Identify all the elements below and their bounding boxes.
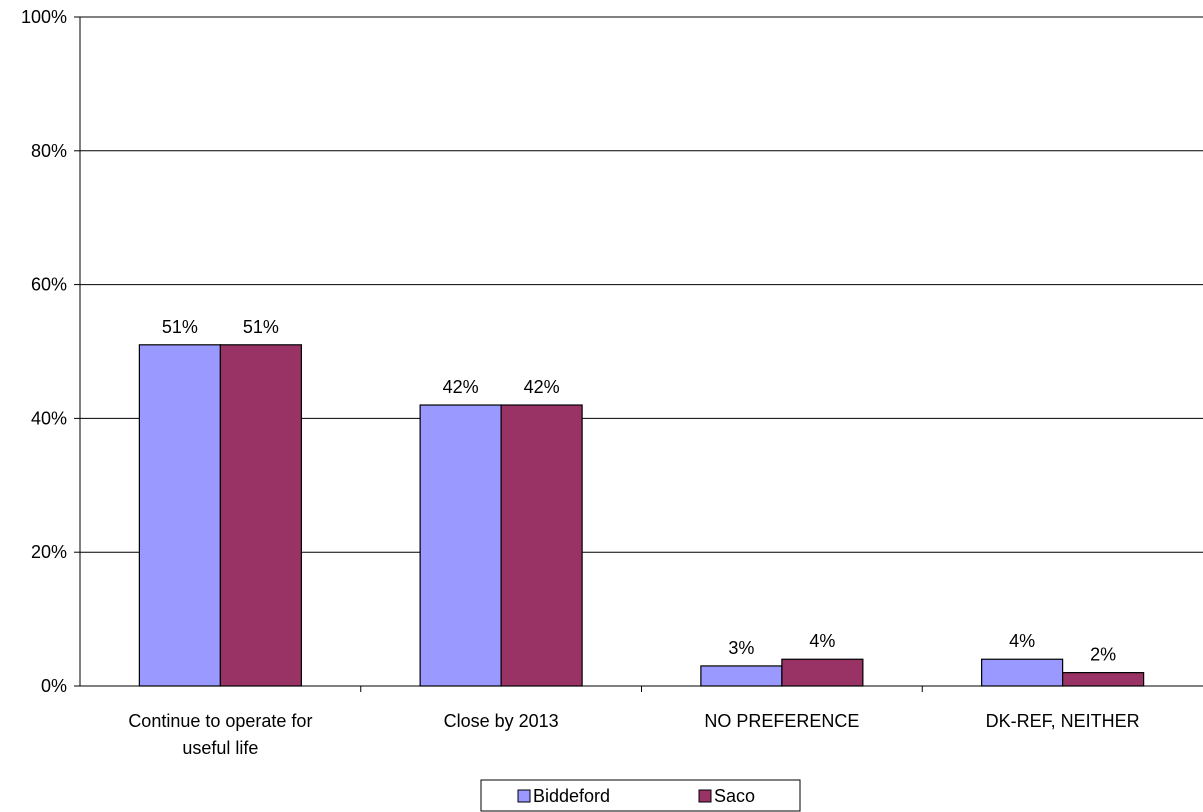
legend-swatch-biddeford bbox=[517, 789, 531, 803]
x-category-label: Close by 2013 bbox=[444, 711, 559, 731]
bar-biddeford bbox=[981, 658, 1064, 687]
y-tick-label: 60% bbox=[31, 275, 67, 295]
data-label: 3% bbox=[728, 638, 754, 658]
y-tick-label: 100% bbox=[21, 7, 67, 27]
data-label: 4% bbox=[1009, 631, 1035, 651]
data-label: 2% bbox=[1090, 645, 1116, 665]
bar-saco bbox=[500, 404, 583, 687]
legend-label: Biddeford bbox=[533, 786, 610, 806]
bars bbox=[138, 344, 1145, 687]
x-category-label: useful life bbox=[182, 738, 258, 758]
data-label: 51% bbox=[243, 317, 279, 337]
x-axis: Continue to operate for useful life Close … bbox=[80, 685, 1203, 758]
y-tick-label: 40% bbox=[31, 408, 67, 428]
bar-biddeford bbox=[419, 404, 502, 687]
bar-saco bbox=[781, 658, 864, 687]
data-label: 4% bbox=[809, 631, 835, 651]
data-label: 42% bbox=[524, 377, 560, 397]
bar-biddeford bbox=[138, 344, 221, 687]
y-tick-label: 20% bbox=[31, 542, 67, 562]
x-category-label: DK-REF, NEITHER bbox=[986, 711, 1140, 731]
y-axis: 0% 20% 40% 60% 80% 100% bbox=[21, 7, 81, 696]
legend: Biddeford Saco bbox=[480, 779, 801, 812]
x-category-label: Continue to operate for bbox=[128, 711, 312, 731]
legend-label: Saco bbox=[714, 786, 755, 806]
legend-box bbox=[480, 779, 801, 812]
y-tick-label: 80% bbox=[31, 141, 67, 161]
data-label: 51% bbox=[162, 317, 198, 337]
y-tick-label: 0% bbox=[41, 676, 67, 696]
x-category-label: NO PREFERENCE bbox=[704, 711, 859, 731]
legend-swatch-saco bbox=[698, 789, 712, 803]
data-labels: 51% 51% 42% 42% 3% 4% 4% 2% bbox=[162, 317, 1116, 665]
bar-biddeford bbox=[700, 665, 783, 687]
data-label: 42% bbox=[443, 377, 479, 397]
bar-saco bbox=[1062, 672, 1145, 687]
bar-saco bbox=[219, 344, 302, 687]
